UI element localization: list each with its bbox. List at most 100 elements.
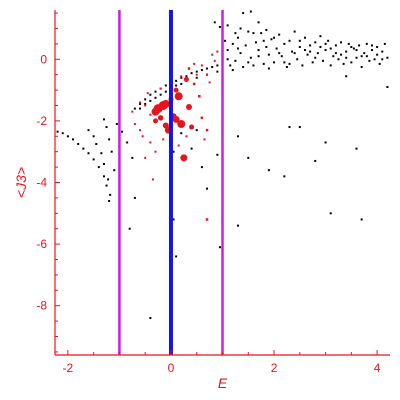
black-point-60 [216,70,219,73]
black-point-19 [102,118,105,121]
red-point-36 [216,50,219,53]
black-point-153 [370,49,373,52]
black-point-41 [185,75,188,78]
x-tick-label: 0 [168,361,175,375]
black-point-32 [139,102,142,105]
red-point-25 [149,113,152,116]
black-point-15 [100,152,103,155]
black-point-171 [334,52,337,55]
black-point-92 [249,10,252,13]
red-point-46 [205,218,209,221]
black-point-140 [337,58,340,61]
black-point-81 [314,159,317,162]
red-point-42 [208,81,211,84]
black-point-23 [113,169,116,172]
black-point-191 [381,58,384,61]
black-point-98 [229,64,232,67]
black-point-155 [376,45,379,48]
black-point-143 [345,50,348,53]
red-point-5 [177,119,186,128]
black-point-151 [365,42,368,45]
black-point-3 [72,138,75,141]
y-tick-label: -2 [36,114,47,128]
black-point-187 [340,53,343,56]
black-point-175 [376,53,379,56]
black-point-107 [252,64,255,67]
red-point-16 [173,87,179,93]
black-point-11 [108,199,111,202]
black-point-170 [324,42,327,45]
black-point-55 [175,84,178,87]
black-point-185 [319,45,322,48]
black-point-133 [319,35,322,38]
y-tick-label: -6 [36,237,47,251]
black-point-31 [133,107,136,110]
black-point-89 [226,24,229,27]
black-point-67 [180,132,183,135]
red-point-38 [213,59,216,62]
black-point-123 [293,30,296,33]
black-point-173 [355,49,358,52]
black-point-118 [280,55,283,58]
black-point-101 [236,36,239,39]
black-point-66 [175,255,178,258]
red-point-26 [144,104,147,107]
black-point-124 [296,58,299,61]
black-point-45 [206,67,209,70]
black-point-34 [149,93,152,96]
black-point-48 [139,107,142,110]
x-tick-label: 2 [271,361,278,375]
black-point-130 [311,61,314,64]
black-point-120 [285,65,288,68]
black-point-134 [322,59,324,62]
black-point-35 [154,90,157,93]
black-point-162 [239,27,242,30]
x-axis-label: E [218,375,228,391]
black-point-160 [224,39,227,42]
black-point-83 [355,147,358,150]
black-point-141 [340,41,343,44]
black-point-183 [298,39,301,42]
black-point-88 [218,25,221,28]
black-point-103 [242,65,245,68]
black-point-137 [329,64,332,67]
black-point-94 [265,29,268,32]
black-point-0 [56,130,59,133]
black-point-68 [190,147,193,150]
black-point-100 [234,59,237,62]
black-point-79 [288,126,291,129]
black-point-69 [195,129,198,132]
black-point-77 [267,169,270,172]
black-point-145 [350,61,353,64]
black-point-119 [283,42,286,45]
red-point-14 [153,118,158,124]
red-point-50 [139,129,142,132]
black-point-5 [82,147,85,150]
black-point-164 [262,39,265,42]
black-point-116 [275,47,278,50]
red-point-10 [162,122,169,129]
red-point-43 [159,87,162,90]
black-point-25 [121,130,123,133]
y-tick-label: 0 [40,52,47,66]
black-point-33 [144,98,147,101]
black-point-91 [242,12,245,15]
black-point-154 [373,58,376,61]
black-point-146 [352,47,355,50]
red-point-41 [195,73,198,76]
black-point-128 [306,53,309,56]
black-point-20 [105,126,108,129]
black-point-157 [381,50,384,53]
black-point-29 [128,227,131,230]
red-point-49 [162,138,165,141]
black-point-56 [180,82,183,85]
black-point-166 [283,61,286,64]
black-point-93 [257,21,260,24]
red-point-23 [180,75,183,78]
black-point-9 [102,175,105,178]
black-point-125 [298,45,301,48]
black-point-126 [301,64,304,67]
black-point-53 [164,90,167,93]
black-point-165 [273,36,276,39]
